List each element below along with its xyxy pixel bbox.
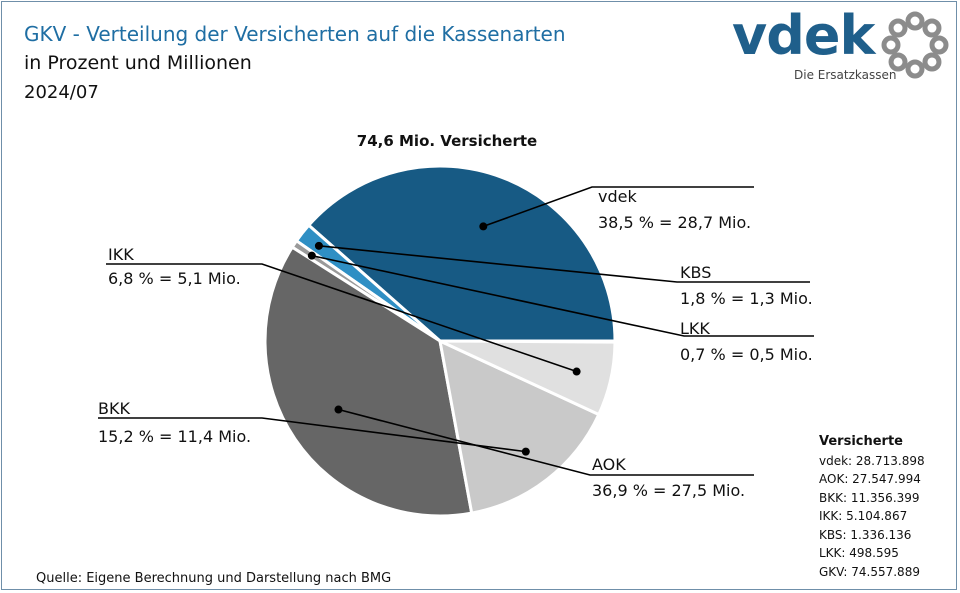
slice-value-label: 1,8 % = 1,3 Mio. [680,289,813,308]
slice-value-label: 0,7 % = 0,5 Mio. [680,345,813,364]
insured-legend: Versicherte vdek: 28.713.898 AOK: 27.547… [819,433,925,581]
logo-ring-segment [929,35,949,55]
pie-slice-aok [263,245,474,518]
vdek-logo: vdek Die Ersatzkassen [730,4,952,86]
leader-line-kbs [318,245,810,283]
leader-dot-bkk [521,447,530,456]
slice-name-label: vdek [598,187,637,206]
logo-ring-segment [881,35,901,55]
chart-date: 2024/07 [24,82,99,103]
legend-row: AOK: 27.547.994 [819,472,921,486]
leader-dot-vdek [479,222,488,231]
legend-row: vdek: 28.713.898 [819,453,925,468]
slice-value-label: 38,5 % = 28,7 Mio. [598,213,751,232]
leader-dot-kbs [314,241,323,250]
logo-tagline: Die Ersatzkassen [794,68,897,82]
slice-name-label: KBS [680,263,711,282]
legend-row: LKK: 498.595 [819,546,899,560]
logo-ring-segment [888,18,908,38]
slice-name-label: BKK [98,399,130,418]
logo-ring-segment [905,59,925,79]
logo-ring-segment [922,52,942,72]
logo-ring-segment [905,11,925,31]
slice-value-label: 36,9 % = 27,5 Mio. [592,481,745,500]
legend-heading: Versicherte [819,434,903,449]
logo-ring-segment [922,18,942,38]
slice-value-label: 15,2 % = 11,4 Mio. [98,427,251,446]
source-note: Quelle: Eigene Berechnung und Darstellun… [36,571,392,586]
legend-row: GKV: 74.557.889 [819,564,920,579]
legend-row: BKK: 11.356.399 [819,490,920,505]
slice-name-label: IKK [108,245,134,264]
slice-value-label: 6,8 % = 5,1 Mio. [108,269,241,288]
slice-name-label: LKK [680,319,710,338]
chart-subtitle: in Prozent und Millionen [24,52,252,74]
leader-line-vdek [483,186,754,228]
slice-name-label: AOK [592,455,626,474]
leader-dot-lkk [307,251,316,260]
pie-slice-bkk [437,338,601,515]
chart-title: GKV - Verteilung der Versicherten auf di… [24,22,566,46]
pie-total-label: 74,6 Mio. Versicherte [356,132,538,150]
legend-row: IKK: 5.104.867 [819,509,908,523]
logo-wordmark: vdek [732,4,875,67]
legend-row: KBS: 1.336.136 [819,527,912,542]
pie-slice-vdek [306,164,617,343]
pie-slice-ikk [439,339,617,417]
leader-line-aok [338,408,754,476]
leader-line-bkk [98,417,526,453]
leader-line-lkk [311,254,814,337]
logo-ring-icon [881,11,949,79]
logo-ring-segment [888,52,908,72]
leader-dot-aok [334,405,343,414]
leader-dot-ikk [572,367,581,376]
leader-line-ikk [106,263,577,373]
